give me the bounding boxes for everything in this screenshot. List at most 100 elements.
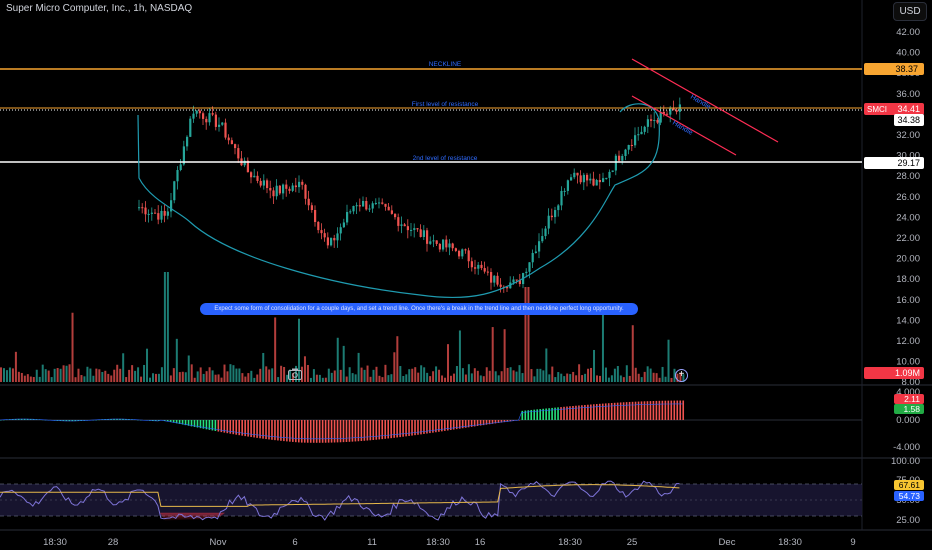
- volume-bar: [196, 371, 199, 382]
- volume-bar: [23, 375, 26, 382]
- candle-body: [490, 272, 493, 283]
- macd-bar: [68, 420, 71, 422]
- candle-body: [461, 249, 464, 257]
- candle-body: [442, 239, 445, 250]
- macd-bar: [682, 400, 685, 420]
- volume-bar: [77, 368, 80, 382]
- macd-bar: [435, 420, 437, 433]
- candle-body: [371, 203, 374, 209]
- macd-bar: [479, 420, 482, 426]
- time-tick-label: 28: [108, 537, 119, 548]
- volume-bar: [68, 364, 71, 382]
- volume-bar: [485, 367, 488, 382]
- volume-bar: [509, 367, 512, 382]
- macd-bar: [363, 420, 366, 441]
- currency-button[interactable]: USD: [893, 2, 927, 21]
- add-indicator-icon[interactable]: +: [675, 369, 688, 382]
- candle-body: [605, 177, 608, 179]
- volume-bar: [306, 365, 309, 382]
- volume-bar: [265, 366, 268, 382]
- volume-bar: [551, 366, 554, 382]
- note-callout[interactable]: Expect some form of consolidation for a …: [200, 303, 638, 315]
- macd-bar: [625, 402, 628, 420]
- macd-bar: [175, 420, 178, 424]
- macd-bar: [166, 420, 169, 422]
- macd-bar: [637, 401, 640, 420]
- volume-bar: [542, 370, 545, 382]
- rsi-tick-label: 25.00: [896, 515, 920, 526]
- macd-bar: [119, 418, 121, 420]
- macd-bar: [676, 400, 679, 420]
- price-axis: 42.0040.0038.0036.0034.0032.0030.0028.00…: [896, 27, 920, 388]
- rsi-line: [0, 480, 680, 521]
- macd-bar: [610, 403, 613, 420]
- macd-bar: [74, 420, 77, 422]
- macd-bar: [420, 420, 422, 435]
- macd-bar: [122, 418, 124, 420]
- candle-body: [518, 279, 521, 285]
- volume-bar: [286, 374, 289, 382]
- volume-bar: [613, 368, 616, 382]
- candle-body: [582, 174, 585, 183]
- candle-body: [624, 149, 627, 156]
- candle-body: [493, 275, 496, 283]
- price-tick-label: 24.00: [896, 212, 920, 223]
- macd-bar: [539, 409, 541, 420]
- macd-bar: [557, 407, 559, 420]
- macd-bar: [613, 402, 616, 420]
- macd-bar: [506, 420, 509, 422]
- candle-body: [291, 185, 294, 191]
- volume-bar: [470, 373, 473, 382]
- candle-body: [576, 172, 579, 176]
- candle-body: [451, 243, 454, 249]
- macd-bar: [593, 404, 595, 420]
- macd-bar: [345, 420, 348, 442]
- macd-histogram: [0, 400, 685, 443]
- handle-lower-label: Handle: [671, 120, 694, 137]
- macd-bar: [348, 420, 351, 442]
- macd-bar: [306, 420, 309, 443]
- camera-icon[interactable]: [288, 368, 302, 380]
- volume-bar: [53, 368, 56, 382]
- time-tick-label: 16: [475, 537, 486, 548]
- candle-body: [374, 202, 377, 204]
- volume-bar: [256, 374, 259, 382]
- macd-bar: [622, 402, 625, 420]
- ticker-tag-text: SMCI: [867, 105, 887, 114]
- volume-bar: [107, 373, 110, 382]
- volume-bar: [429, 376, 432, 382]
- candle-body: [211, 113, 214, 115]
- macd-bar: [649, 401, 652, 420]
- volume-bar: [628, 375, 631, 382]
- volume-bar: [655, 373, 658, 382]
- volume-bar: [643, 371, 646, 382]
- volume-bar: [71, 312, 74, 382]
- handle-upper-trendline: [631, 58, 779, 143]
- macd-bar: [464, 420, 467, 428]
- candle-body: [381, 202, 384, 204]
- volume-bar: [575, 375, 578, 382]
- volume-bar: [432, 371, 435, 382]
- price-tick-label: 22.00: [896, 233, 920, 244]
- macd-bar: [217, 420, 220, 432]
- candle-body: [176, 170, 179, 182]
- candle-body: [298, 181, 301, 188]
- macd-bar: [59, 420, 62, 421]
- volume-bar: [417, 372, 420, 382]
- volume-bar: [345, 376, 348, 382]
- volume-bar: [363, 369, 366, 382]
- rsi-ma-line: [0, 484, 680, 507]
- macd-bar: [542, 408, 544, 420]
- macd-bar: [169, 420, 172, 423]
- candle-body: [630, 144, 633, 146]
- candle-body: [554, 210, 557, 218]
- candle-body: [365, 200, 368, 210]
- resistance1-label: First level of resistance: [412, 101, 479, 108]
- volume-bar: [330, 372, 333, 382]
- volume-bar: [44, 369, 47, 382]
- price-tick-label: 42.00: [896, 27, 920, 38]
- volume-bar: [482, 376, 485, 382]
- volume-bar: [131, 365, 134, 382]
- candle-body: [346, 212, 349, 223]
